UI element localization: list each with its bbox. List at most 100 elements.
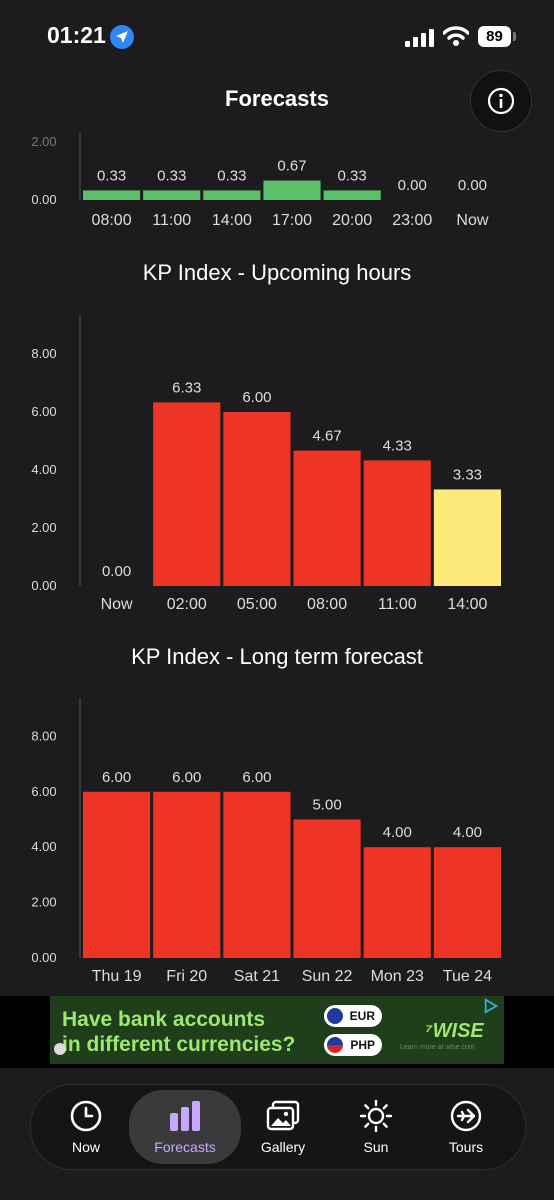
x-category-label: 11:00 [152, 212, 191, 229]
tab-now-label: Now [71, 1139, 100, 1155]
y-tick-label: 6.00 [31, 784, 56, 799]
bar-value-label: 6.00 [102, 769, 131, 786]
bar-value-label: 0.67 [277, 158, 306, 175]
ad-content[interactable]: Have bank accounts in different currenci… [50, 996, 504, 1064]
chart-bar[interactable] [433, 847, 501, 958]
bar-value-label: 0.00 [458, 177, 487, 194]
adchoices-icon[interactable] [483, 998, 499, 1014]
chart-bar[interactable] [153, 791, 221, 958]
chart-bar[interactable] [223, 791, 291, 958]
ad-headline: Have bank accounts in different currenci… [62, 1007, 295, 1057]
bar-value-label: 0.33 [338, 167, 367, 184]
tab-tours[interactable]: Tours [421, 1085, 511, 1169]
chart-longterm-title: KP Index - Long term forecast [131, 644, 423, 669]
location-arrow-icon [110, 25, 134, 49]
bar-value-label: 3.33 [453, 466, 482, 483]
ad-banner[interactable]: Have bank accounts in different currenci… [0, 996, 554, 1068]
y-tick-label: 8.00 [31, 728, 56, 743]
chart-bar[interactable] [263, 180, 321, 200]
y-tick-label: 6.00 [31, 404, 56, 419]
bar-value-label: 5.00 [312, 797, 341, 814]
chart-bar[interactable] [323, 190, 381, 200]
x-category-label: 14:00 [447, 596, 487, 613]
tab-now[interactable]: Now [41, 1085, 131, 1169]
ph-flag-icon [327, 1037, 343, 1053]
x-category-label: Thu 19 [92, 968, 142, 985]
bar-value-label: 4.00 [453, 824, 482, 841]
chart-bar[interactable] [363, 847, 431, 958]
y-tick-label: 0.00 [31, 578, 56, 593]
tab-tours-label: Tours [448, 1139, 484, 1155]
info-icon [487, 87, 515, 115]
bar-value-label: 0.33 [217, 167, 246, 184]
chart-bar[interactable] [293, 450, 361, 586]
y-tick-label: 8.00 [31, 346, 56, 361]
info-button[interactable] [470, 70, 532, 132]
x-category-label: 14:00 [212, 212, 252, 229]
bar-value-label: 4.33 [383, 437, 412, 454]
chart-bar[interactable] [83, 190, 141, 200]
battery-indicator: 89 [478, 26, 511, 47]
chart-recent-hours: 0.00 2.00 0.33 08:00 0.33 11:00 0.33 14:00 0.67 1… [0, 130, 554, 235]
chart-bar[interactable] [363, 460, 431, 586]
chart-recent-hours-svg: 0.00 2.00 0.33 08:00 0.33 11:00 0.33 14:00 0.67 1… [31, 132, 489, 229]
chart-bar[interactable] [83, 791, 151, 958]
bar-value-label: 4.67 [312, 428, 341, 445]
bar-value-label: 0.00 [102, 563, 131, 580]
currency-php-label: PHP [350, 1038, 375, 1052]
chart-bar[interactable] [153, 402, 221, 586]
bar-value-label: 6.00 [242, 389, 271, 406]
wise-logo: ⁷WISE [425, 1020, 484, 1042]
tab-sun[interactable]: Sun [331, 1085, 421, 1169]
x-category-label: 05:00 [237, 596, 277, 613]
clock-icon [70, 1100, 102, 1132]
tab-bar: Now Forecasts Gallery Sun [30, 1084, 526, 1170]
currency-chip-eur: EUR [324, 1005, 382, 1027]
tab-forecasts[interactable]: Forecasts [129, 1090, 241, 1164]
tab-gallery[interactable]: Gallery [238, 1085, 328, 1169]
x-category-label: 11:00 [378, 596, 417, 613]
bar-value-label: 6.33 [172, 379, 201, 396]
battery-tip [513, 32, 516, 41]
chart-bar[interactable] [433, 489, 501, 586]
chart-upcoming-hours-svg: 0.00 2.00 4.00 6.00 8.00 0.00 Now 6.33 02:00 6.00… [31, 315, 501, 613]
x-category-label: 17:00 [272, 212, 312, 229]
cellular-signal-icon [405, 29, 435, 47]
bar-value-label: 6.00 [242, 769, 271, 786]
chart-upcoming-title: KP Index - Upcoming hours [142, 260, 412, 285]
chart-bar[interactable] [223, 412, 291, 586]
sun-icon [359, 1099, 393, 1133]
x-category-label: Tue 24 [443, 968, 492, 985]
chart-bar[interactable] [203, 190, 261, 200]
y-tick-label: 0.00 [31, 192, 56, 207]
y-tick-label: 2.00 [31, 895, 56, 910]
bar-value-label: 0.33 [97, 167, 126, 184]
bar-value-label: 0.33 [157, 167, 186, 184]
status-bar: 01:21 89 [0, 0, 554, 70]
chart-long-term: 0.00 2.00 4.00 6.00 8.00 6.00 Thu 19 6.00 Fri 20… [0, 685, 554, 990]
page-title: Forecasts [225, 86, 329, 111]
bar-chart-icon [170, 1101, 200, 1131]
ad-line-1: Have bank accounts [62, 1008, 266, 1031]
bar-value-label: 0.00 [398, 177, 427, 194]
status-time: 01:21 [47, 22, 106, 48]
x-category-label: Now [101, 596, 133, 613]
x-category-label: Sat 21 [234, 968, 280, 985]
x-category-label: Now [456, 212, 488, 229]
tab-forecasts-label: Forecasts [154, 1139, 216, 1155]
chart-bar[interactable] [293, 819, 361, 959]
wise-brand: WISE [432, 1020, 484, 1042]
x-category-label: Fri 20 [166, 968, 207, 985]
chart-bar[interactable] [143, 190, 201, 200]
ad-line-2: in different currencies? [62, 1033, 296, 1056]
y-tick-label: 4.00 [31, 462, 56, 477]
ad-small-text: Learn more at wise.com [400, 1044, 475, 1051]
ad-info-icon[interactable] [54, 1043, 66, 1055]
chart-upcoming-hours: 0.00 2.00 4.00 6.00 8.00 0.00 Now 6.33 02:00 6.00… [0, 300, 554, 620]
eu-flag-icon [327, 1008, 343, 1024]
y-tick-label: 4.00 [31, 839, 56, 854]
y-tick-label: 2.00 [31, 520, 56, 535]
x-category-label: Sun 22 [302, 968, 353, 985]
currency-eur-label: EUR [349, 1009, 375, 1023]
wifi-icon [443, 26, 469, 46]
